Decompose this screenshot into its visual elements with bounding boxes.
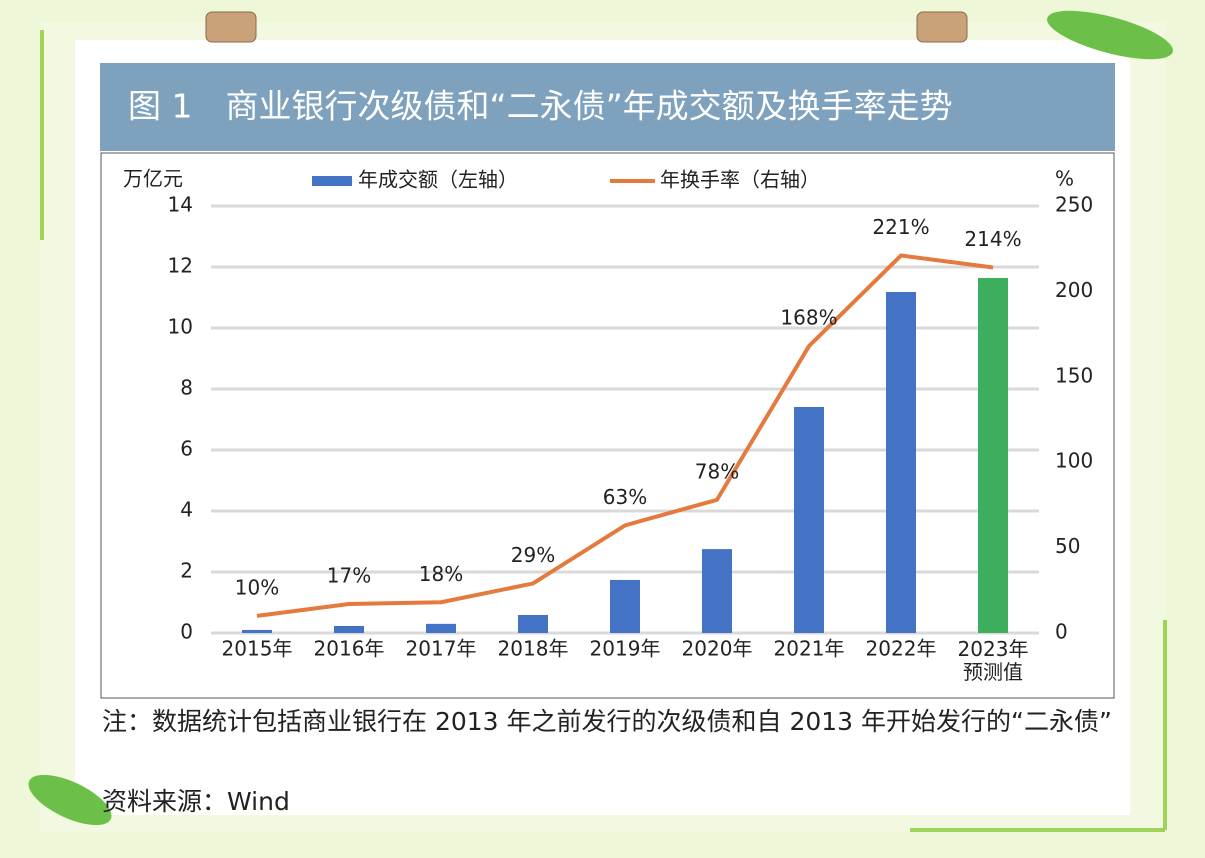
legend-swatch xyxy=(312,176,352,186)
data-label: 29% xyxy=(511,543,555,567)
data-label: 63% xyxy=(603,485,647,509)
source: 资料来源：Wind xyxy=(102,787,290,816)
y-tick-label: 6 xyxy=(180,437,193,461)
data-label: 10% xyxy=(235,575,279,599)
y2-tick-label: 100 xyxy=(1055,449,1093,473)
y-tick-label: 12 xyxy=(168,254,193,278)
x-tick-label: 2019年 xyxy=(590,637,661,661)
data-label: 78% xyxy=(695,459,739,483)
legend-label: 年换手率（右轴） xyxy=(660,168,820,192)
x-tick-label: 2016年 xyxy=(314,637,385,661)
bar xyxy=(794,406,824,633)
y2-tick-label: 50 xyxy=(1055,534,1080,558)
decor-leaf xyxy=(1047,10,1173,60)
data-label: 214% xyxy=(964,227,1021,251)
y2-tick-label: 200 xyxy=(1055,278,1093,302)
line xyxy=(256,253,994,618)
x-tick-label: 2015年 xyxy=(222,637,293,661)
data-label: 221% xyxy=(872,215,929,239)
decor-pin xyxy=(916,11,968,43)
y-tick-label: 0 xyxy=(180,620,193,644)
bar xyxy=(518,615,548,633)
bar xyxy=(610,579,640,633)
y2-tick-label: 250 xyxy=(1055,193,1093,217)
y2-axis-label: % xyxy=(1055,167,1074,191)
legend-label: 年成交额（左轴） xyxy=(358,168,518,192)
note: 注：数据统计包括商业银行在 2013 年之前发行的次级债和自 2013 年开始发… xyxy=(102,707,1112,736)
bar xyxy=(242,629,272,633)
bar xyxy=(426,623,456,633)
decor-leaf xyxy=(28,774,112,826)
data-label: 168% xyxy=(780,306,837,330)
bar xyxy=(702,549,732,633)
data-label: 17% xyxy=(327,563,371,587)
x-tick-label: 2023年预测值 xyxy=(958,637,1029,684)
y-axis-label: 万亿元 xyxy=(123,167,183,191)
y-tick-label: 8 xyxy=(180,376,193,400)
bar xyxy=(886,292,916,633)
x-tick-label: 2017年 xyxy=(406,637,477,661)
chart-title: 图 1 商业银行次级债和“二永债”年成交额及换手率走势 xyxy=(128,87,953,126)
y2-tick-label: 0 xyxy=(1055,620,1068,644)
x-tick-label: 2022年 xyxy=(866,637,937,661)
x-tick-label: 2018年 xyxy=(498,637,569,661)
panel xyxy=(75,40,1130,815)
bar xyxy=(334,625,364,633)
title-banner xyxy=(100,63,1115,151)
decor-pin xyxy=(205,11,257,43)
y-tick-label: 10 xyxy=(168,315,193,339)
data-label: 18% xyxy=(419,562,463,586)
y2-tick-label: 150 xyxy=(1055,363,1093,387)
x-tick-label: 2021年 xyxy=(774,637,845,661)
chart-border xyxy=(100,152,1115,699)
y-tick-label: 4 xyxy=(180,498,193,522)
y-tick-label: 14 xyxy=(168,193,193,217)
y-tick-label: 2 xyxy=(180,559,193,583)
bar xyxy=(978,277,1008,633)
x-tick-label: 2020年 xyxy=(682,637,753,661)
